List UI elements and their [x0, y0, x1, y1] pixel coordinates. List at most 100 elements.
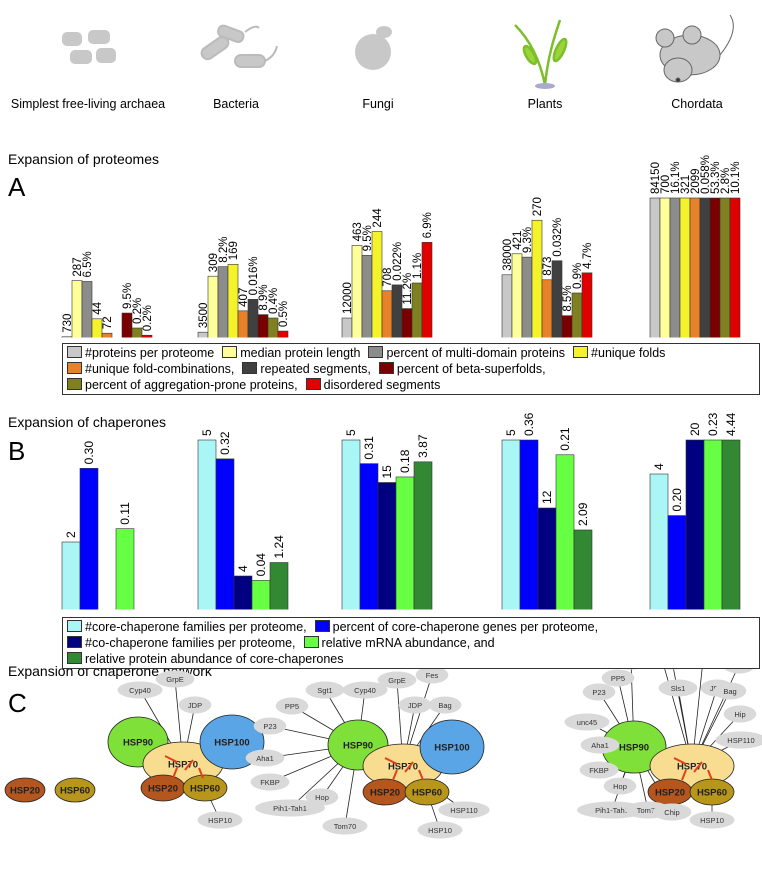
node [155, 670, 195, 688]
legend-item: repeated segments, [242, 362, 371, 376]
bar [659, 197, 671, 339]
bar [501, 439, 521, 611]
bar [377, 482, 397, 611]
bar [401, 308, 413, 339]
node-label: HSP10 [428, 826, 452, 835]
node-label: HSP60 [60, 786, 90, 797]
nodes: HSP90 HSP70 HSP100 HSP20 HSP60 Sgt1 Cyp40 GrpE F… [245, 666, 490, 839]
data-label: 0.20 [670, 488, 684, 512]
node [305, 788, 339, 806]
node [197, 811, 243, 829]
node [419, 719, 485, 775]
interaction-arrow [681, 769, 687, 781]
node [601, 669, 635, 687]
legend-swatch [67, 620, 82, 632]
bar [531, 219, 543, 339]
legend-label: relative mRNA abundance, and [321, 636, 495, 650]
bar [395, 476, 415, 611]
node [689, 811, 735, 829]
interaction-arrow [673, 757, 687, 765]
bar [519, 439, 539, 611]
legend-item: #co-chaperone families per proteome, [67, 636, 296, 650]
data-label: 2 [64, 531, 78, 538]
node [4, 777, 46, 803]
data-label: 309 [208, 253, 220, 272]
bar [197, 439, 217, 611]
node [417, 821, 463, 839]
bar [131, 327, 143, 339]
bar [227, 263, 239, 339]
bar [233, 575, 253, 611]
bar [197, 331, 209, 339]
node [398, 696, 432, 714]
legend-swatch [303, 636, 319, 648]
legend-label: relative protein abundance of core-chape… [85, 652, 344, 666]
node [564, 713, 610, 731]
bar [71, 280, 83, 339]
node [377, 671, 417, 689]
node-label: HSP60 [412, 788, 442, 799]
node-label: Hop [613, 782, 627, 791]
legend-item: #unique fold-combinations, [67, 362, 234, 376]
data-label: 44 [92, 301, 104, 314]
legend-item: percent of beta-superfolds, [378, 362, 546, 376]
legend-item: median protein length [222, 346, 360, 360]
data-label: 20 [688, 422, 702, 436]
node-label: Sls1 [671, 684, 686, 693]
data-label: 1.1% [412, 253, 424, 279]
section-title: Expansion of chaperones [8, 414, 166, 430]
bar [359, 463, 379, 611]
data-label: 12000 [342, 282, 354, 314]
legend-label: #unique folds [591, 346, 666, 360]
data-label: 0.04 [254, 553, 268, 577]
archaea-icon [62, 30, 116, 64]
data-label: 2.09 [576, 502, 590, 526]
bar [247, 299, 259, 339]
data-label: 0.9% [572, 263, 584, 289]
data-label: 6.9% [422, 212, 434, 238]
data-label: 270 [532, 197, 544, 216]
node-label: Pih1-Tah1 [273, 804, 307, 813]
data-label: 8.9% [258, 284, 270, 310]
bar [573, 529, 593, 611]
data-label: 38000 [502, 239, 514, 271]
node [253, 717, 287, 735]
node-label: HSP20 [10, 786, 40, 797]
legend: #proteins per proteome median protein len… [62, 343, 760, 395]
node-label: PP5 [611, 674, 625, 683]
bar [371, 231, 383, 339]
data-label: 0.21 [558, 427, 572, 451]
bar [207, 275, 219, 339]
node [715, 731, 762, 749]
data-label: 11.2% [402, 273, 414, 305]
bar [689, 197, 701, 339]
bar [699, 197, 711, 339]
bar [237, 310, 249, 339]
category-label: Fungi [362, 97, 393, 111]
legend-label: median protein length [240, 346, 361, 360]
node [415, 666, 449, 684]
data-label: 2.8% [720, 168, 732, 194]
bar [341, 439, 361, 611]
node [579, 761, 619, 779]
legend-item: percent of aggregation-prone proteins, [67, 378, 298, 392]
legend-swatch [67, 362, 82, 374]
node-label: JDP [188, 701, 202, 710]
data-label: 3.87 [416, 434, 430, 458]
bar [729, 197, 741, 339]
bar [541, 279, 553, 339]
bar [501, 274, 513, 339]
node-label: HSP70 [388, 762, 418, 773]
data-label: 4 [652, 463, 666, 470]
data-label: 0.016% [248, 256, 260, 295]
data-label: 0.32 [218, 431, 232, 455]
node-label: PP5 [285, 702, 299, 711]
bar [669, 197, 681, 339]
node-label: Cyp40 [354, 686, 376, 695]
legend-label: percent of aggregation-prone proteins, [85, 378, 298, 392]
bar [91, 318, 103, 339]
category-label: Plants [528, 97, 563, 111]
node [652, 803, 692, 821]
data-label: 5 [344, 429, 358, 436]
